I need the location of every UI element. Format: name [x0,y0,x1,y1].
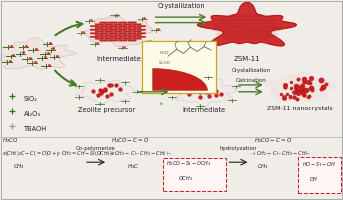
Polygon shape [0,38,76,69]
FancyBboxPatch shape [95,31,104,32]
Text: $_{bh}$: $_{bh}$ [159,100,164,108]
Text: $H_2CO-Si-OCH_3$: $H_2CO-Si-OCH_3$ [166,159,212,168]
FancyBboxPatch shape [123,34,132,36]
FancyBboxPatch shape [137,33,146,34]
Polygon shape [197,2,297,46]
FancyBboxPatch shape [118,29,127,31]
Text: $OCH_3$: $OCH_3$ [178,174,193,183]
FancyBboxPatch shape [132,31,141,32]
FancyBboxPatch shape [132,34,141,36]
FancyBboxPatch shape [118,40,127,41]
Text: $H_2O$: $H_2O$ [159,50,170,57]
FancyBboxPatch shape [109,22,118,23]
Text: ZSM-11 nanocrystals: ZSM-11 nanocrystals [267,106,333,111]
Text: $H_2CO-C=O$: $H_2CO-C=O$ [254,136,292,145]
FancyBboxPatch shape [163,158,226,191]
FancyBboxPatch shape [123,38,132,39]
Polygon shape [83,16,153,47]
FancyBboxPatch shape [137,29,146,31]
Text: $OH$: $OH$ [309,175,318,183]
FancyBboxPatch shape [90,33,99,34]
FancyBboxPatch shape [99,25,108,27]
FancyBboxPatch shape [90,25,99,27]
FancyBboxPatch shape [95,34,104,36]
FancyBboxPatch shape [118,33,127,34]
FancyBboxPatch shape [109,33,118,34]
Text: Crystallization: Crystallization [157,3,205,9]
FancyBboxPatch shape [128,33,136,34]
Text: $\dashv CH_2-C\vdash CH_2-CH\vdash$: $\dashv CH_2-C\vdash CH_2-CH\vdash$ [250,149,312,158]
Text: $H_2CO-C=O$: $H_2CO-C=O$ [111,136,150,145]
FancyBboxPatch shape [123,24,132,25]
FancyBboxPatch shape [95,24,104,25]
FancyBboxPatch shape [114,34,122,36]
Text: $\vdash CH_2-C\dashv CH_2-C_3$: $\vdash CH_2-C\dashv CH_2-C_3$ [140,88,183,96]
Text: $H_3C$: $H_3C$ [127,162,140,171]
Text: Intermediate: Intermediate [96,56,141,62]
FancyBboxPatch shape [109,40,118,41]
FancyBboxPatch shape [109,36,118,38]
FancyBboxPatch shape [118,22,127,23]
Text: SiO₂: SiO₂ [24,96,38,102]
FancyBboxPatch shape [99,33,108,34]
FancyBboxPatch shape [90,29,99,31]
Text: Zeolite precursor: Zeolite precursor [78,107,135,113]
Text: ZSM-11: ZSM-11 [234,56,260,62]
FancyBboxPatch shape [132,27,141,29]
FancyBboxPatch shape [104,34,113,36]
Text: $x(CH_2)_2C-C(=O)O+y\ CH_2=CH-Si(OCH_3)_3$: $x(CH_2)_2C-C(=O)O+y\ CH_2=CH-Si(OCH_3)_… [2,149,115,158]
FancyBboxPatch shape [137,36,146,38]
FancyBboxPatch shape [128,36,136,38]
FancyBboxPatch shape [95,38,104,39]
Text: $\dashv CH_2-C\vdash CH_2-CH_2\vdash$: $\dashv CH_2-C\vdash CH_2-CH_2\vdash$ [108,149,172,158]
Text: $H_2CO-C=O$: $H_2CO-C=O$ [146,77,176,85]
Text: hydrolyzation: hydrolyzation [220,146,257,151]
FancyBboxPatch shape [114,31,122,32]
FancyBboxPatch shape [109,29,118,31]
FancyBboxPatch shape [128,40,136,41]
FancyBboxPatch shape [114,38,122,39]
Text: $H_2CO$: $H_2CO$ [2,136,19,145]
Text: Si-OH: Si-OH [159,61,170,65]
Polygon shape [172,79,236,106]
FancyBboxPatch shape [128,29,136,31]
Text: Calcination: Calcination [236,78,267,83]
Text: Al₂O₃: Al₂O₃ [24,111,41,117]
FancyBboxPatch shape [114,27,122,29]
FancyBboxPatch shape [128,22,136,23]
FancyBboxPatch shape [118,25,127,27]
FancyBboxPatch shape [99,29,108,31]
FancyBboxPatch shape [298,157,341,193]
FancyBboxPatch shape [114,24,122,25]
FancyBboxPatch shape [104,38,113,39]
FancyBboxPatch shape [104,31,113,32]
FancyBboxPatch shape [104,24,113,25]
FancyBboxPatch shape [123,31,132,32]
Text: $CH_3$: $CH_3$ [13,162,25,171]
FancyBboxPatch shape [137,25,146,27]
Wedge shape [153,68,208,90]
FancyBboxPatch shape [109,25,118,27]
Polygon shape [264,72,336,101]
FancyBboxPatch shape [90,36,99,38]
Text: Crystallization: Crystallization [232,68,271,73]
FancyBboxPatch shape [123,27,132,29]
FancyBboxPatch shape [99,22,108,23]
Text: TBAOH: TBAOH [24,126,47,132]
FancyBboxPatch shape [99,40,108,41]
FancyBboxPatch shape [128,25,136,27]
FancyBboxPatch shape [132,24,141,25]
FancyBboxPatch shape [132,38,141,39]
Polygon shape [76,81,135,104]
Text: $CH_3$: $CH_3$ [257,162,269,171]
FancyBboxPatch shape [99,36,108,38]
Text: Co-polymerize: Co-polymerize [76,146,116,151]
FancyBboxPatch shape [118,36,127,38]
Text: $HO-Si-OH$: $HO-Si-OH$ [302,160,336,168]
FancyBboxPatch shape [142,41,216,93]
FancyBboxPatch shape [95,27,104,29]
FancyBboxPatch shape [104,27,113,29]
Text: Intermediate: Intermediate [182,107,226,113]
